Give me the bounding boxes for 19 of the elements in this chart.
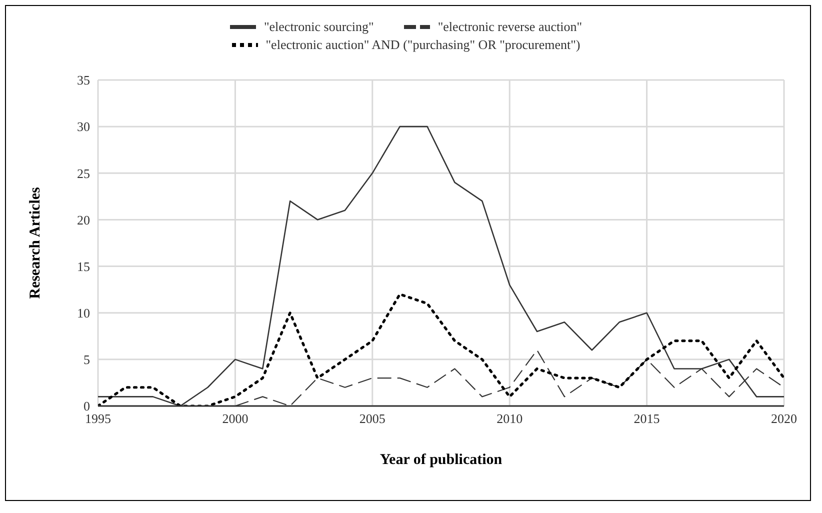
y-tick-label: 25	[77, 166, 90, 181]
legend-label: "electronic auction" AND ("purchasing" OR "procurement")	[264, 37, 580, 53]
y-tick-label: 15	[77, 258, 90, 274]
legend-label: "electronic reverse auction"	[436, 19, 582, 35]
y-tick-label: 0	[84, 398, 90, 414]
x-tick-label: 2000	[222, 411, 248, 426]
y-axis-title: Research Articles	[27, 186, 44, 299]
y-tick-label: 35	[77, 72, 90, 88]
x-tick-label: 2010	[496, 411, 523, 426]
x-tick-label: 1995	[85, 411, 111, 426]
x-axis-title: Year of publication	[380, 452, 503, 468]
legend-label: "electronic sourcing"	[262, 19, 374, 35]
y-tick-label: 5	[84, 352, 90, 368]
y-tick-label: 20	[77, 212, 90, 228]
y-tick-label: 30	[77, 119, 90, 134]
x-tick-label: 2020	[771, 411, 797, 426]
x-tick-label: 2005	[359, 411, 386, 426]
y-tick-label: 10	[77, 305, 90, 320]
x-tick-label: 2015	[634, 411, 660, 426]
